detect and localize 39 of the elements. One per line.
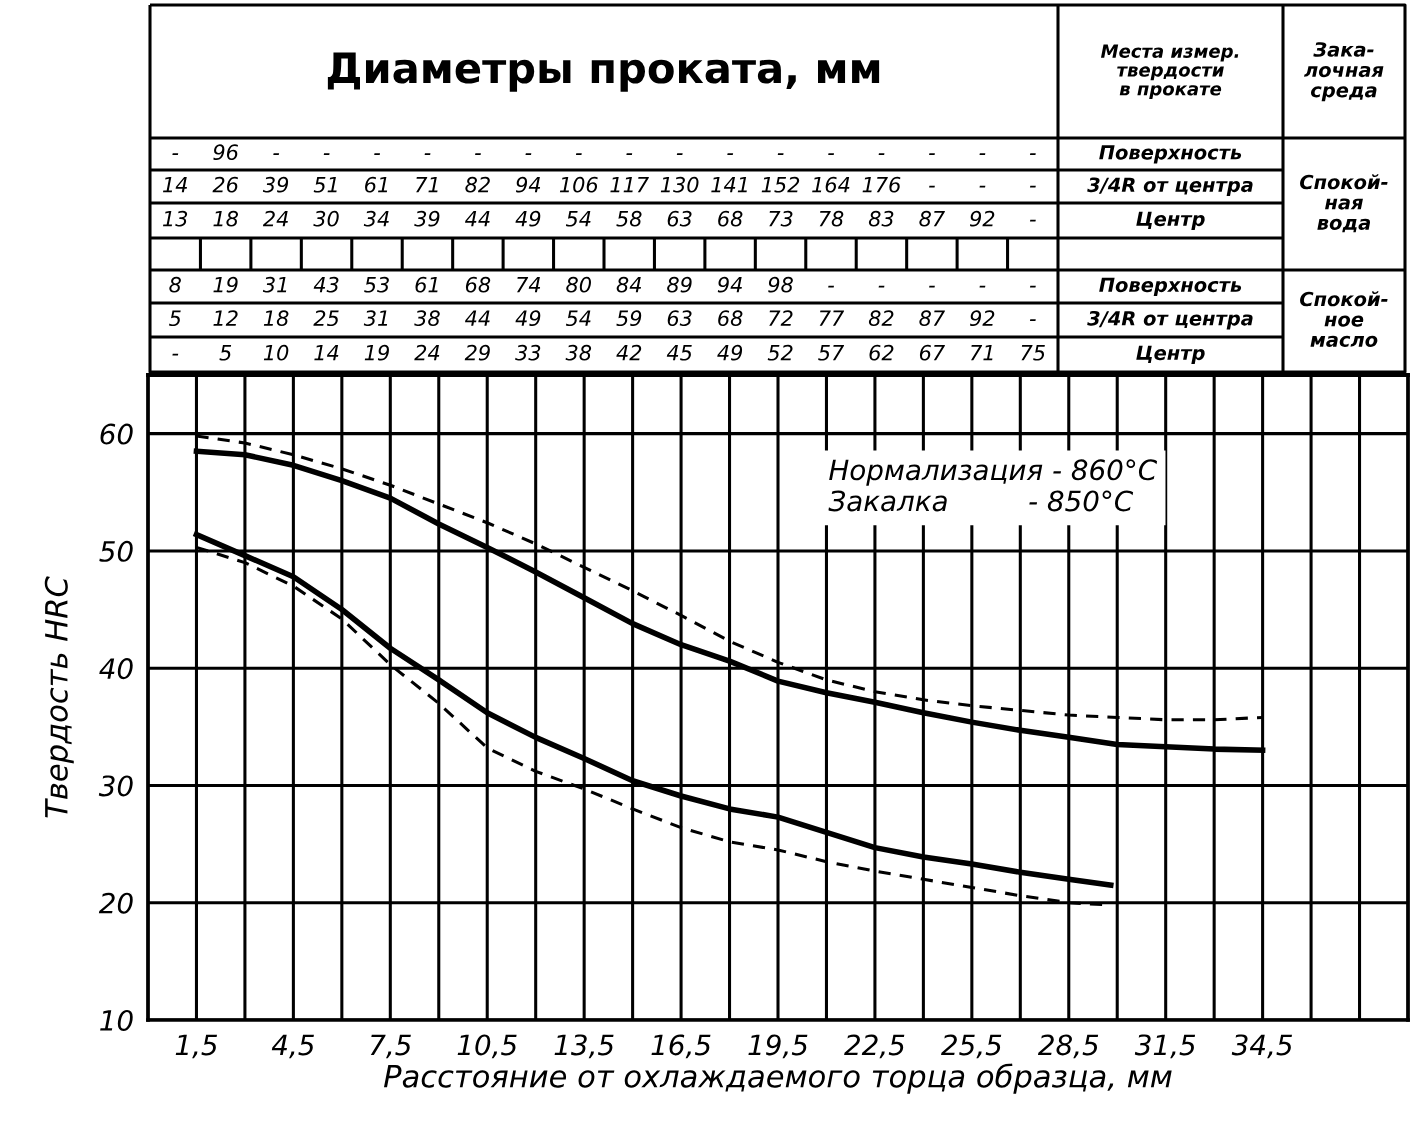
x-tick-label: 31,5 bbox=[1134, 1034, 1196, 1059]
x-tick-label: 22,5 bbox=[844, 1034, 905, 1059]
x-tick-label: 28,5 bbox=[1037, 1034, 1099, 1059]
text: Поверхность bbox=[1099, 145, 1242, 164]
y-tick-label: 60 bbox=[100, 423, 133, 445]
x-tick-label: 1,5 bbox=[175, 1034, 218, 1059]
y-tick-label: 50 bbox=[99, 540, 133, 562]
x-tick-label: 7,5 bbox=[370, 1034, 411, 1059]
text: - 96 - - - - - - - - - - - - - - - - bbox=[172, 144, 1036, 161]
text: Центр bbox=[1136, 345, 1205, 364]
text: 14 26 39 51 61 71 82 94 106 117 130 141 152 164 176 - - - bbox=[162, 176, 1036, 193]
text: 3/4R от центра bbox=[1087, 310, 1253, 330]
text: 13 18 24 30 34 39 44 49 54 58 63 68 73 78 83 87 92 - bbox=[162, 210, 1036, 227]
x-tick-label: 4,5 bbox=[271, 1034, 314, 1059]
text: Центр bbox=[1136, 211, 1205, 230]
y-tick-label: 40 bbox=[99, 658, 133, 680]
text: 5 12 18 25 31 38 44 49 54 59 63 68 72 77 82 87 92 - bbox=[169, 310, 1036, 327]
x-tick-label: 16,5 bbox=[651, 1034, 711, 1059]
x-axis-title: Расстояние от охлаждаемого торца образца, мм bbox=[383, 1063, 1172, 1094]
x-tick-label: 34,5 bbox=[1231, 1034, 1293, 1059]
text: - 5 10 14 19 24 29 33 38 42 45 49 52 57 62 67 71 75 bbox=[172, 344, 1045, 361]
y-axis-title: Твердость HRC bbox=[44, 576, 74, 818]
annotation: Нормализация - 860°C bbox=[829, 459, 1158, 486]
annotation: Закалка - 850°C bbox=[828, 490, 1134, 512]
y-tick-label: 30 bbox=[98, 775, 133, 797]
text: Зака- лочная среда bbox=[1304, 42, 1384, 102]
x-tick-label: 25,5 bbox=[941, 1034, 1002, 1059]
text: 3/4R от центра bbox=[1087, 177, 1253, 196]
text: Спокой- ное масло bbox=[1300, 291, 1388, 347]
text: Места измер. твердости в прокате bbox=[1100, 44, 1239, 100]
x-tick-label: 10,5 bbox=[457, 1034, 517, 1059]
y-tick-label: 10 bbox=[100, 1009, 133, 1031]
x-tick-label: 19,5 bbox=[748, 1034, 808, 1059]
text: Спокой- ная вода bbox=[1300, 174, 1388, 233]
x-tick-label: 13,5 bbox=[554, 1034, 614, 1059]
text: Диаметры проката, мм bbox=[327, 52, 880, 92]
text: 8 19 31 43 53 61 68 74 80 84 89 94 98 - - - - - bbox=[169, 276, 1036, 293]
text: Поверхность bbox=[1099, 277, 1242, 296]
y-tick-label: 20 bbox=[98, 892, 133, 914]
